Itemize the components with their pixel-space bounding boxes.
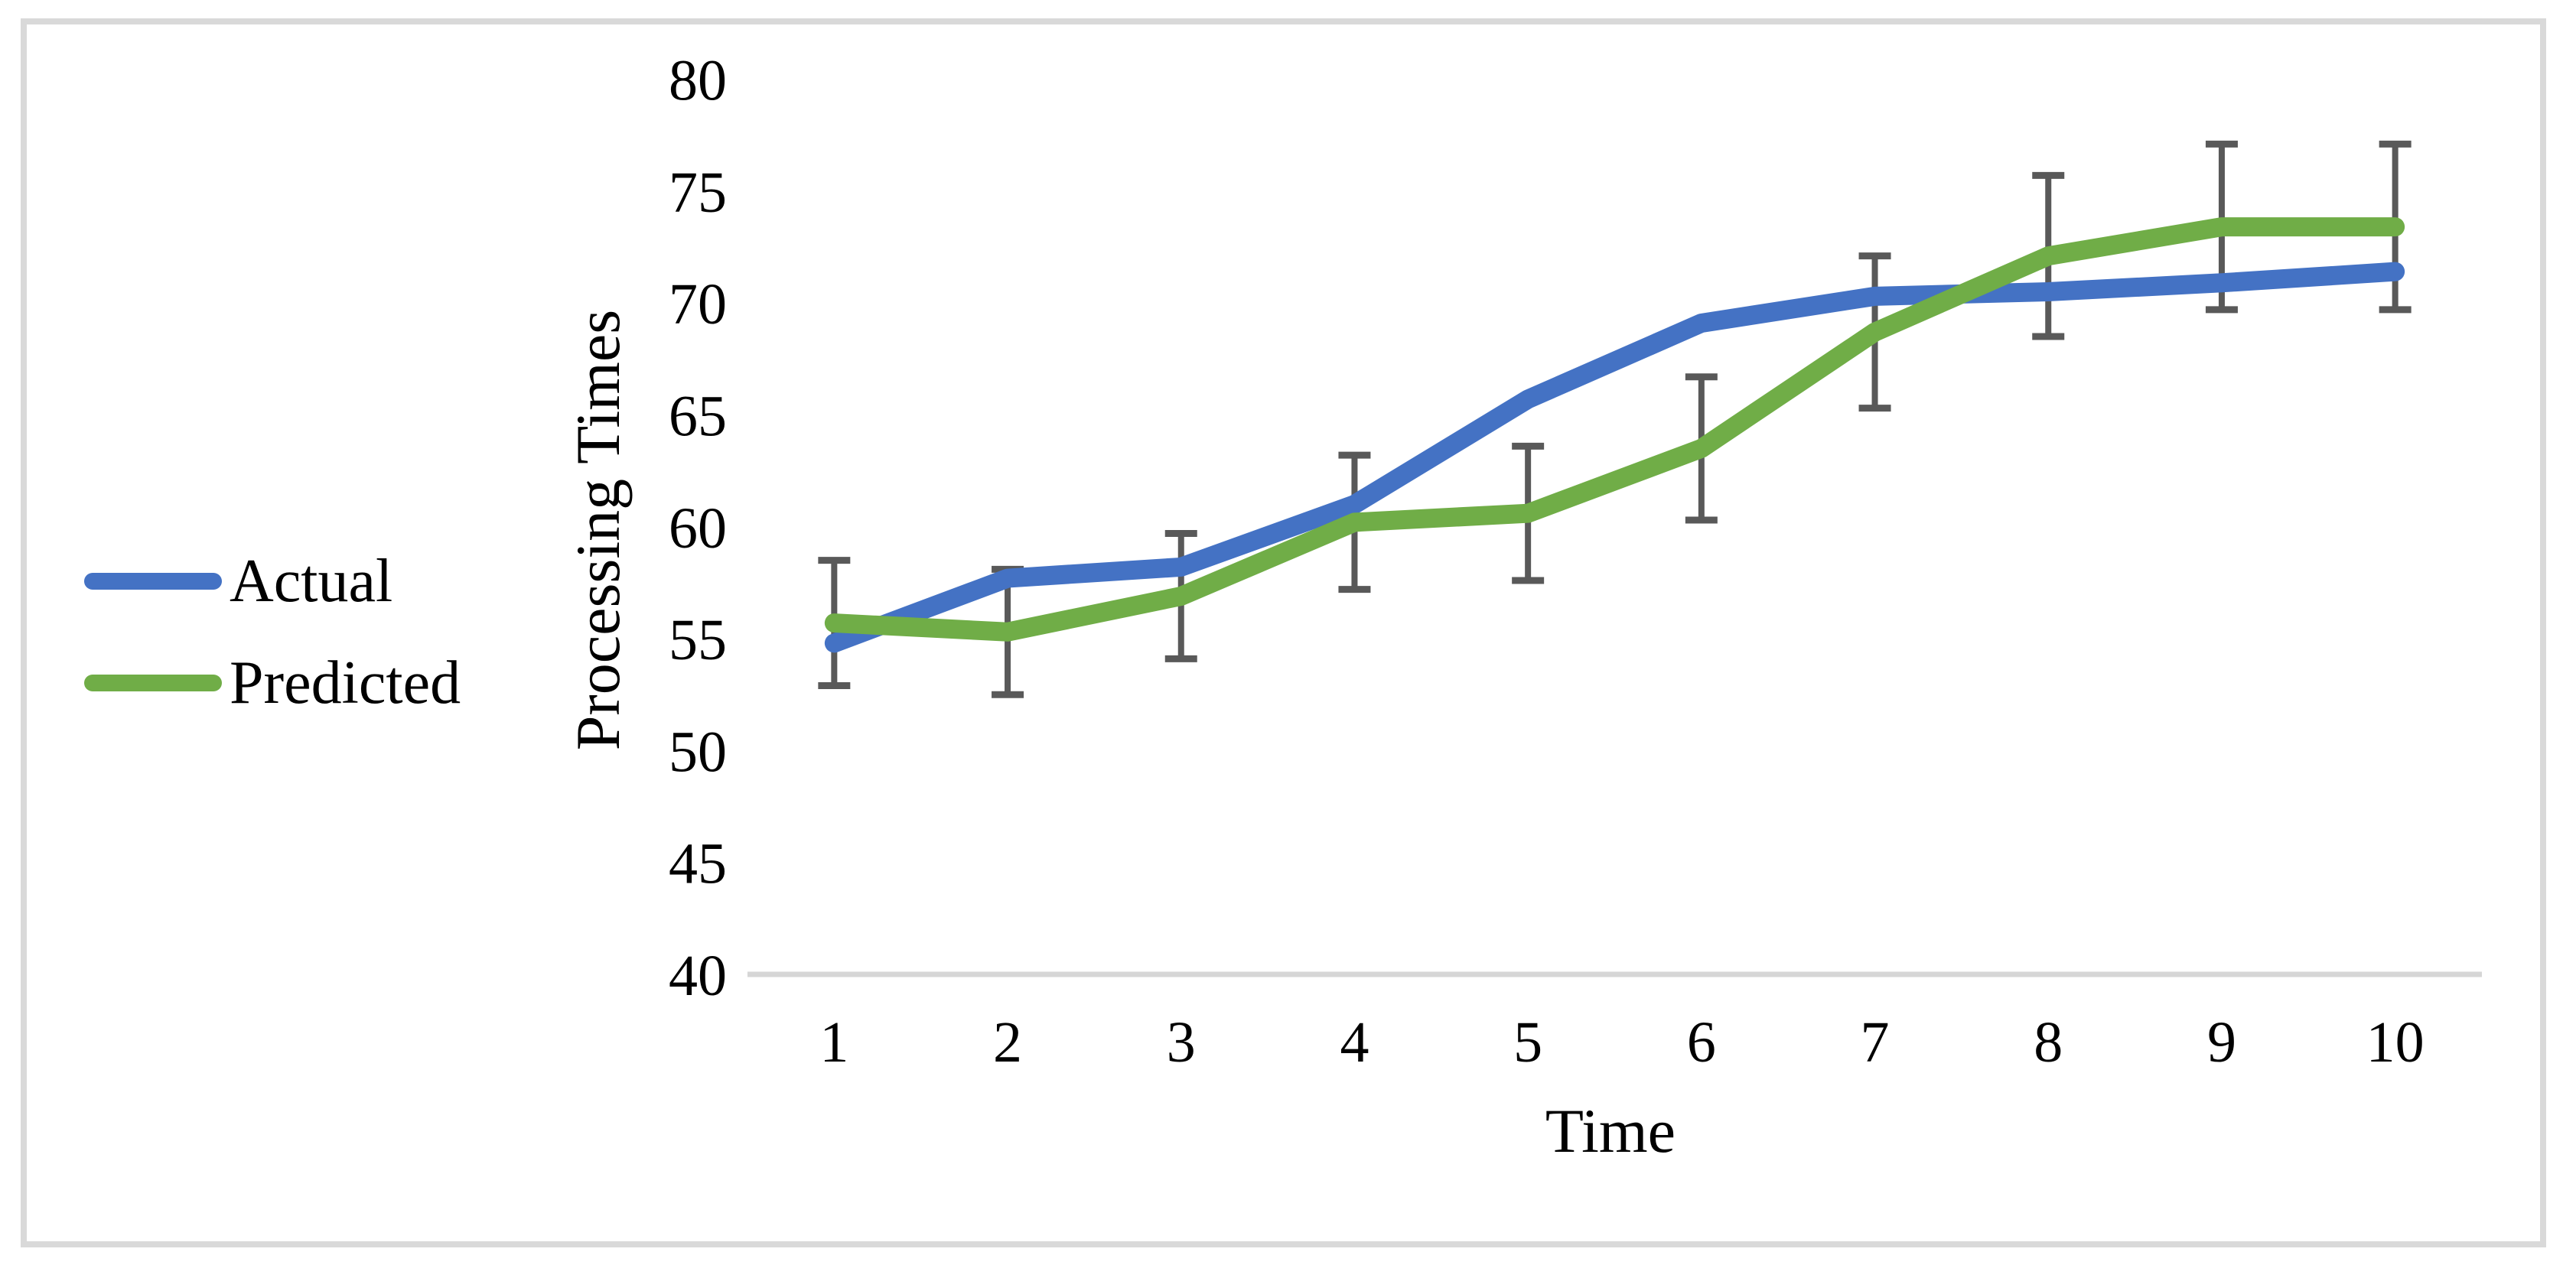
y-tick-label: 50	[669, 720, 727, 784]
x-tick-label: 2	[993, 1010, 1022, 1075]
legend-label-predicted: Predicted	[230, 649, 461, 717]
legend-item-predicted: Predicted	[84, 652, 461, 714]
x-tick-label: 4	[1340, 1010, 1369, 1075]
x-tick-label: 9	[2207, 1010, 2236, 1075]
x-tick-label: 8	[2034, 1010, 2063, 1075]
legend-item-actual: Actual	[84, 550, 461, 613]
y-tick-label: 70	[669, 272, 727, 337]
x-tick-label: 3	[1167, 1010, 1196, 1075]
actual-line-swatch	[84, 573, 222, 590]
series-line-predicted	[824, 217, 2405, 642]
y-tick-label: 80	[669, 49, 727, 113]
y-axis-title: Processing Times	[563, 309, 633, 751]
y-tick-label: 75	[669, 161, 727, 225]
predicted-line-swatch	[84, 675, 222, 691]
x-tick-label: 10	[2366, 1010, 2425, 1075]
y-tick-label: 40	[669, 944, 727, 1008]
x-tick-label: 1	[819, 1010, 848, 1075]
y-tick-label: 55	[669, 608, 727, 672]
legend-label-actual: Actual	[230, 548, 393, 615]
x-tick-label: 6	[1687, 1010, 1716, 1075]
y-tick-label: 65	[669, 384, 727, 448]
y-tick-label: 60	[669, 496, 727, 561]
x-tick-label: 7	[1861, 1010, 1890, 1075]
y-tick-label: 45	[669, 832, 727, 896]
x-axis-title: Time	[1545, 1096, 1676, 1166]
x-tick-label: 5	[1513, 1010, 1542, 1075]
series-line-actual	[824, 262, 2405, 653]
legend: Actual Predicted	[84, 550, 461, 753]
